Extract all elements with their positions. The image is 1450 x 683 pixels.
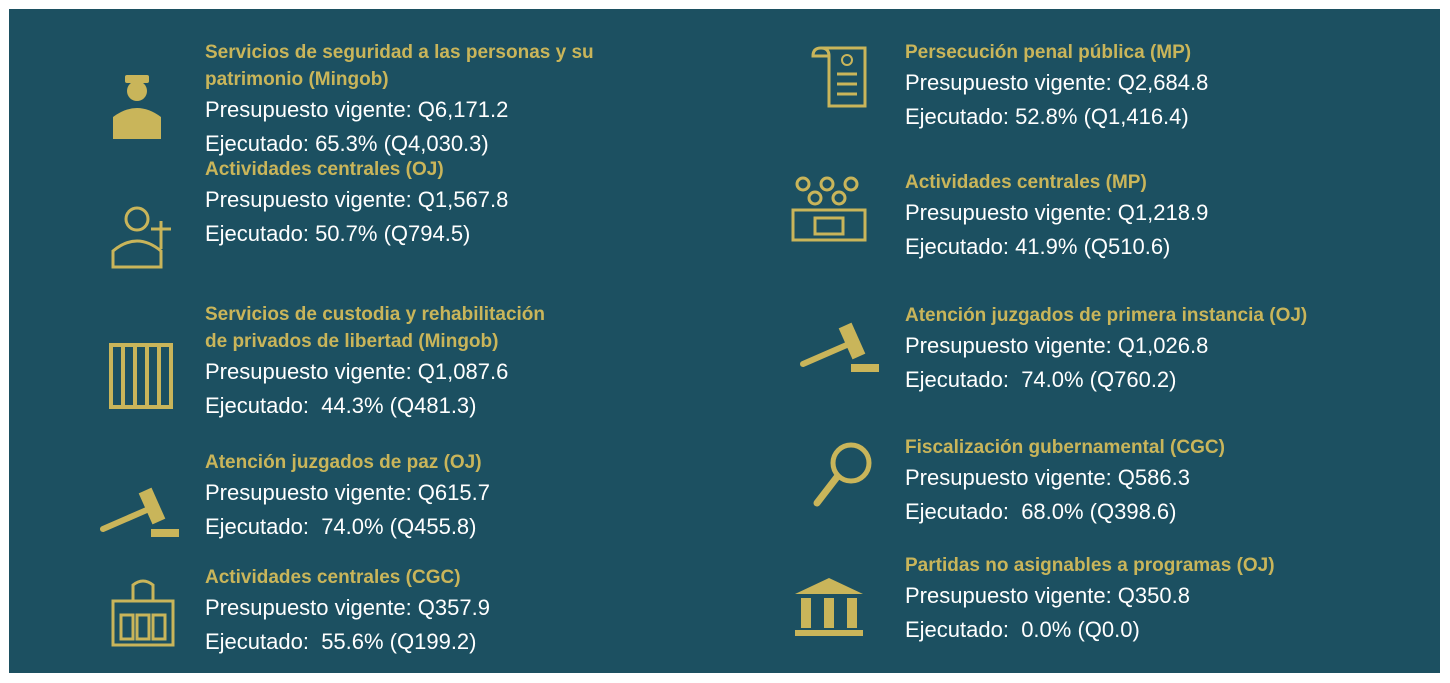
executed-line: Ejecutado: 44.3% (Q481.3) <box>205 393 477 418</box>
item-title: Fiscalización gubernamental (CGC) <box>905 437 1225 458</box>
icon <box>791 176 867 242</box>
item-icon <box>105 69 185 146</box>
icon <box>113 75 161 139</box>
item-icon <box>99 479 181 556</box>
item-icon <box>799 314 881 391</box>
executed-line: Ejecutado: 74.0% (Q760.2) <box>905 367 1177 392</box>
executed-line: Ejecutado: 68.0% (Q398.6) <box>905 499 1177 524</box>
item-title: Partidas no asignables a programas (OJ) <box>905 555 1275 576</box>
budget-item: Actividades centrales (CGC) Presupuesto v… <box>205 564 490 659</box>
icon <box>111 206 171 269</box>
budget-line: Presupuesto vigente: Q350.8 <box>905 583 1190 608</box>
budget-line: Presupuesto vigente: Q357.9 <box>205 595 490 620</box>
budget-item: Partidas no asignables a programas (OJ) P… <box>905 552 1275 647</box>
executed-line: Ejecutado: 74.0% (Q455.8) <box>205 514 477 539</box>
item-title: Atención juzgados de paz (OJ) <box>205 452 482 473</box>
budget-item: Atención juzgados de paz (OJ) Presupuesto… <box>205 449 490 544</box>
budget-item: Actividades centrales (OJ) Presupuesto vi… <box>205 156 508 251</box>
panel: Servicios de seguridad a las personas y … <box>9 9 1440 673</box>
budget-item: Servicios de custodia y rehabilitación de… <box>205 301 545 423</box>
budget-item: Actividades centrales (MP) Presupuesto vi… <box>905 169 1208 264</box>
item-title: Servicios de seguridad a las personas y … <box>205 42 594 63</box>
executed-line: Ejecutado: 0.0% (Q0.0) <box>905 617 1140 642</box>
item-title: Actividades centrales (OJ) <box>205 159 444 180</box>
icon <box>811 46 867 108</box>
item-title: Actividades centrales (MP) <box>905 172 1147 193</box>
executed-line: Ejecutado: 41.9% (Q510.6) <box>905 234 1171 259</box>
executed-line: Ejecutado: 55.6% (Q199.2) <box>205 629 477 654</box>
icon <box>100 487 181 537</box>
icon <box>795 578 863 636</box>
item-icon <box>109 579 189 656</box>
budget-item: Fiscalización gubernamental (CGC) Presupu… <box>905 434 1225 529</box>
budget-item: Persecución penal pública (MP) Presupuest… <box>905 39 1208 134</box>
executed-line: Ejecutado: 52.8% (Q1,416.4) <box>905 104 1189 129</box>
budget-item: Servicios de seguridad a las personas y … <box>205 39 594 161</box>
item-icon <box>105 199 185 276</box>
budget-line: Presupuesto vigente: Q1,026.8 <box>905 333 1209 358</box>
item-icon <box>789 174 869 251</box>
icon <box>800 322 881 372</box>
budget-line: Presupuesto vigente: Q586.3 <box>905 465 1190 490</box>
item-title: patrimonio (Mingob) <box>205 69 389 90</box>
item-icon <box>109 341 189 418</box>
budget-line: Presupuesto vigente: Q615.7 <box>205 480 490 505</box>
item-icon <box>789 574 869 651</box>
icon <box>109 343 173 409</box>
item-title: de privados de libertad (Mingob) <box>205 331 499 352</box>
budget-line: Presupuesto vigente: Q2,684.8 <box>905 70 1209 95</box>
budget-line: Presupuesto vigente: Q6,171.2 <box>205 97 509 122</box>
budget-item: Atención juzgados de primera instancia (… <box>905 302 1307 397</box>
icon <box>111 579 175 647</box>
item-title: Persecución penal pública (MP) <box>905 42 1192 63</box>
executed-line: Ejecutado: 65.3% (Q4,030.3) <box>205 131 489 156</box>
budget-line: Presupuesto vigente: Q1,087.6 <box>205 359 509 384</box>
budget-line: Presupuesto vigente: Q1,218.9 <box>905 200 1209 225</box>
item-title: Actividades centrales (CGC) <box>205 567 461 588</box>
item-icon <box>809 44 889 121</box>
icon <box>813 442 872 507</box>
item-icon <box>809 439 889 516</box>
item-title: Servicios de custodia y rehabilitación <box>205 304 546 325</box>
executed-line: Ejecutado: 50.7% (Q794.5) <box>205 221 471 246</box>
item-title: Atención juzgados de primera instancia (… <box>905 305 1308 326</box>
budget-line: Presupuesto vigente: Q1,567.8 <box>205 187 509 212</box>
